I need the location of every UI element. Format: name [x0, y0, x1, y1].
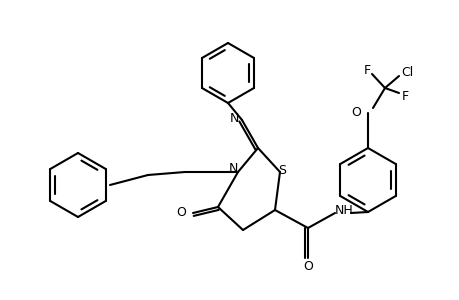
Text: F: F: [401, 89, 408, 103]
Text: Cl: Cl: [400, 65, 412, 79]
Text: N: N: [229, 112, 238, 124]
Text: O: O: [302, 260, 312, 274]
Text: O: O: [176, 206, 185, 220]
Text: O: O: [350, 106, 360, 119]
Text: NH: NH: [334, 203, 353, 217]
Text: F: F: [363, 64, 370, 76]
Text: N: N: [228, 163, 237, 176]
Text: S: S: [277, 164, 285, 176]
